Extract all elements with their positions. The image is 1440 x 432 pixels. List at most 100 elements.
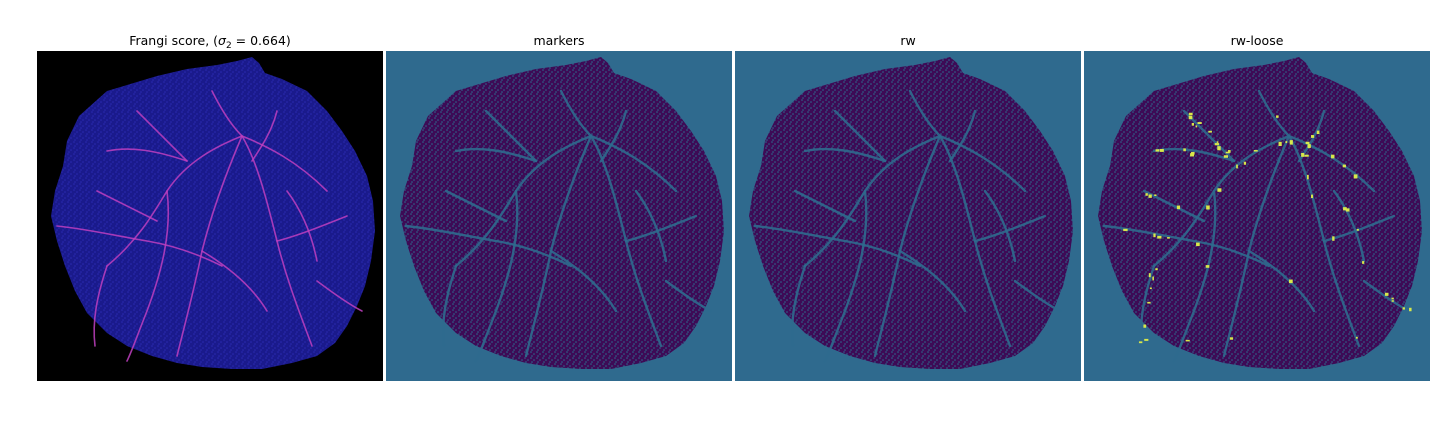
highlight-speck [1155, 268, 1158, 271]
highlight-speck [1123, 228, 1128, 232]
vessel-path [938, 134, 1027, 193]
vessel-path [664, 279, 713, 313]
highlight-speck [1301, 153, 1305, 157]
highlight-speck [1236, 164, 1238, 169]
highlight-speck [1191, 151, 1195, 155]
frangi-title-prefix: Frangi score, ( [129, 33, 219, 48]
highlight-speck [1355, 336, 1358, 339]
highlight-speck [1148, 194, 1152, 198]
highlight-speck [1154, 194, 1157, 196]
highlight-speck [1208, 130, 1212, 133]
vessel-path [1182, 109, 1236, 163]
highlight-speck [1288, 279, 1293, 284]
vessel-path [634, 189, 668, 263]
vessel-path [474, 189, 519, 363]
vessel-path [316, 280, 363, 312]
vessel-path [753, 224, 922, 268]
highlight-speck [1223, 155, 1229, 158]
vessel-path [201, 250, 268, 312]
vessel-path [276, 215, 348, 242]
highlight-speck [1243, 161, 1247, 165]
highlight-speck [1356, 228, 1359, 231]
vessel-path [136, 110, 188, 162]
vessel-path [1102, 224, 1271, 268]
vessel-path [973, 214, 1047, 243]
highlight-speck [1185, 339, 1190, 342]
rw-image [735, 51, 1081, 381]
highlight-speck [1190, 153, 1195, 157]
panel-title-frangi: Frangi score, (σ2 = 0.664) [37, 32, 383, 52]
highlight-speck [1332, 236, 1335, 241]
vessel-path [286, 190, 318, 262]
highlight-speck [1391, 297, 1394, 300]
highlight-speck [1310, 135, 1315, 138]
vessel-path [1172, 189, 1217, 363]
highlight-speck [1402, 307, 1405, 310]
vessel-path [126, 190, 170, 362]
vessel-path [441, 264, 458, 348]
highlight-speck [1157, 235, 1162, 239]
highlight-speck [1205, 265, 1210, 268]
vessel-path [56, 225, 223, 267]
vessel-path [484, 109, 538, 163]
vessel-path [948, 109, 977, 163]
highlight-speck [1149, 287, 1152, 290]
vessel-path [983, 189, 1017, 263]
vessel-path [1257, 89, 1291, 138]
vessel-path [1142, 189, 1206, 223]
frangi-image [37, 51, 383, 381]
sigma-subscript: 2 [225, 41, 232, 51]
highlight-speck [1216, 141, 1219, 143]
vessel-path [251, 110, 278, 162]
highlight-speck [1384, 292, 1389, 296]
highlight-speck [1362, 261, 1365, 264]
vessel-path [624, 214, 698, 243]
vessel-path [833, 109, 887, 163]
vessel-path [589, 134, 678, 193]
vessel-path [454, 147, 538, 163]
highlight-speck [1155, 149, 1160, 152]
highlight-speck [1276, 115, 1279, 118]
highlight-speck [1138, 341, 1143, 344]
highlight-speck [1253, 150, 1258, 152]
vessel-path [1013, 279, 1062, 313]
vessel-path [1247, 249, 1316, 313]
highlight-speck [1144, 338, 1149, 341]
vessel-path [599, 109, 628, 163]
panel-title-markers: markers [533, 33, 585, 48]
vessel-path [803, 147, 887, 163]
vessel-path [549, 249, 618, 313]
markers-image [386, 51, 732, 381]
rw-loose-image [1084, 51, 1430, 381]
highlight-speck [1229, 337, 1234, 340]
vessel-path [93, 265, 108, 347]
highlight-speck [1196, 242, 1200, 247]
highlight-speck [1307, 144, 1311, 148]
highlight-speck [1311, 194, 1313, 199]
vessel-path [1362, 279, 1411, 313]
highlight-speck [1305, 141, 1310, 145]
highlight-speck [1331, 154, 1335, 159]
panel-title-rw: rw [900, 33, 916, 48]
highlight-speck [1197, 122, 1202, 124]
vessel-path [559, 89, 593, 138]
highlight-speck [1191, 123, 1194, 126]
vessel-path [1332, 189, 1366, 263]
highlight-speck [1227, 150, 1231, 153]
frangi-title-suffix: = 0.664) [231, 33, 291, 48]
highlight-speck [1316, 130, 1320, 135]
vessel-path [793, 189, 857, 223]
highlight-speck [1214, 143, 1220, 146]
highlight-speck [1176, 205, 1181, 210]
vessel-path [96, 190, 158, 222]
vessel-path [106, 148, 188, 162]
vessel-path [898, 249, 967, 313]
vessel-path [211, 90, 243, 137]
highlight-speck [1188, 115, 1193, 120]
highlight-speck [1353, 174, 1358, 179]
sigma-symbol: σ [218, 33, 226, 48]
highlight-speck [1153, 233, 1156, 238]
panel-title-rw-loose: rw-loose [1230, 33, 1284, 48]
highlight-speck [1289, 140, 1293, 145]
highlight-speck [1145, 193, 1148, 196]
